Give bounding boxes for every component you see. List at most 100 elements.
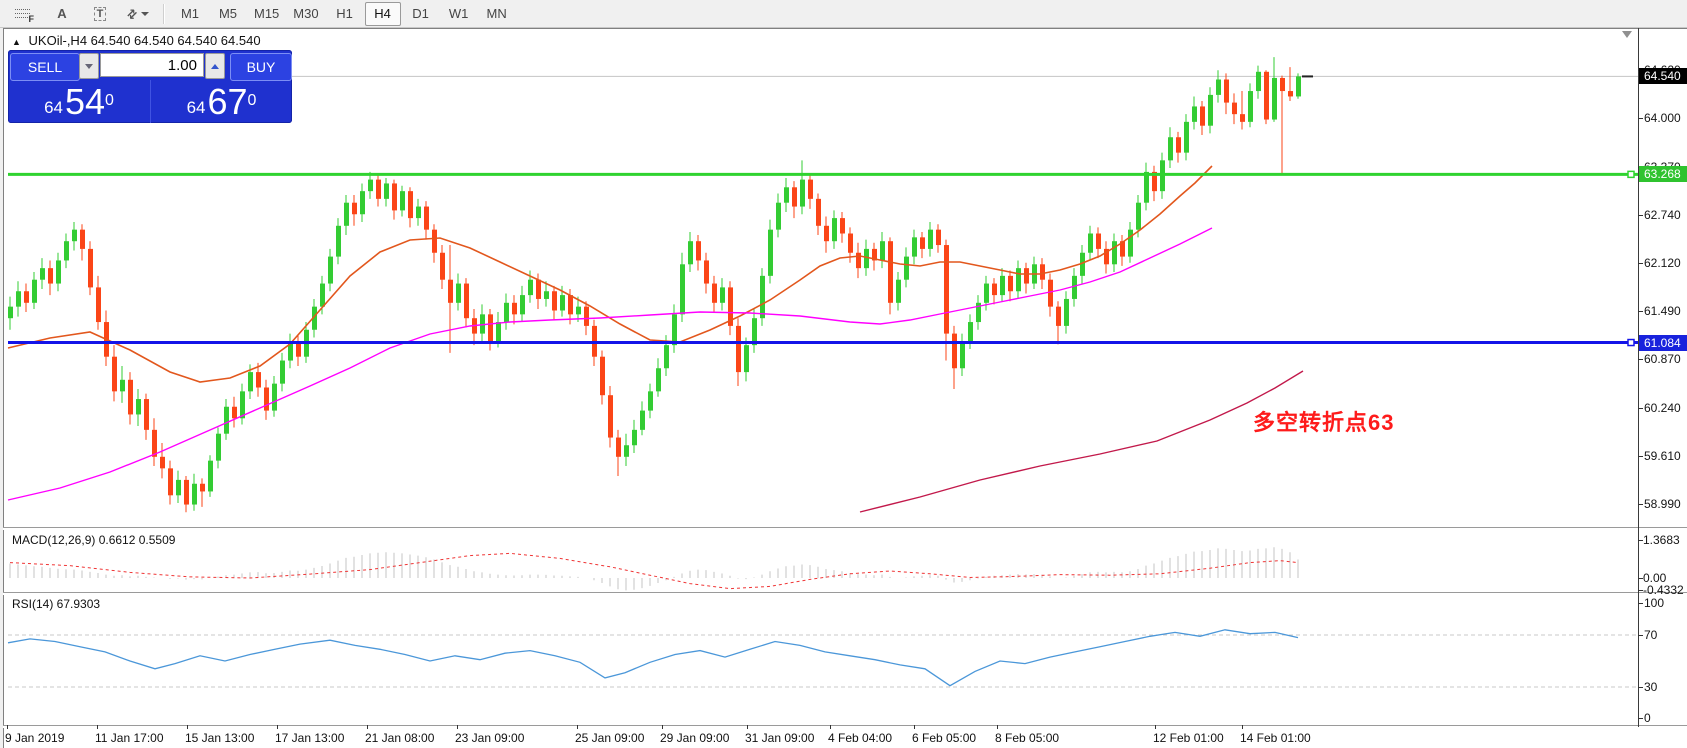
macd-tick-label: 0.00	[1643, 571, 1667, 585]
time-tick	[830, 725, 831, 729]
chart-title: ▲ UKOil-,H4 64.540 64.540 64.540 64.540	[12, 33, 261, 48]
price-tick	[1638, 359, 1643, 360]
arrow-down-icon	[85, 63, 93, 69]
label-tool-glyph: T	[93, 6, 107, 21]
text-tool-icon[interactable]: A	[44, 2, 80, 26]
toolbar-separator	[163, 3, 165, 24]
rsi-tick	[1638, 718, 1643, 719]
timeframe-button-M5[interactable]: M5	[218, 6, 238, 21]
volume-increase-button[interactable]	[205, 53, 225, 79]
volume-decrease-button[interactable]	[79, 53, 99, 79]
time-tick-label: 15 Jan 13:00	[185, 731, 255, 745]
time-tick	[577, 725, 578, 729]
buy-button[interactable]: BUY	[230, 53, 292, 81]
time-tick	[1242, 725, 1243, 729]
arrows-tool-icon[interactable]: ⇄	[120, 2, 156, 26]
timeframe-button-W1[interactable]: W1	[448, 6, 469, 21]
macd-tick-label: 1.3683	[1643, 532, 1680, 547]
price-tick-label: 62.740	[1644, 208, 1681, 223]
timeframe-button-M1[interactable]: M1	[180, 6, 200, 21]
price-tick-label: 59.610	[1644, 449, 1681, 464]
fibonacci-icon[interactable]: F	[6, 2, 42, 26]
time-tick-label: 23 Jan 09:00	[455, 731, 525, 745]
rsi-tick-label: 70	[1644, 628, 1658, 642]
rsi-tick	[1638, 603, 1643, 604]
sell-price-pips: 54	[64, 80, 106, 122]
chart-window[interactable]	[3, 28, 1687, 748]
chart-shift-triangle-icon[interactable]	[1622, 31, 1632, 38]
time-tick-label: 14 Feb 01:00	[1240, 731, 1311, 745]
price-tick	[1638, 456, 1643, 458]
annotation-text: 多空转折点63	[1253, 410, 1395, 435]
rsi-tick-label: 30	[1644, 680, 1658, 694]
rsi-tick	[1638, 687, 1643, 688]
time-tick	[914, 725, 915, 729]
chevron-down-icon[interactable]	[141, 11, 150, 16]
arrow-up-icon	[211, 63, 219, 69]
price-tick	[1638, 311, 1643, 313]
collapse-triangle-icon[interactable]: ▲	[12, 37, 21, 47]
fibonacci-letter: F	[28, 14, 35, 24]
time-tick-label: 21 Jan 08:00	[365, 731, 435, 745]
rsi-tick	[1638, 635, 1643, 636]
macd-tick	[1638, 590, 1643, 592]
time-tick	[277, 725, 278, 729]
time-tick	[457, 725, 458, 729]
volume-input[interactable]	[100, 53, 204, 77]
time-tick	[7, 725, 8, 729]
price-axis-border	[1638, 28, 1639, 727]
macd-tick	[1638, 539, 1643, 541]
time-tick-label: 12 Feb 01:00	[1153, 731, 1224, 745]
panel-separator	[3, 725, 1687, 728]
sell-price-display[interactable]: 64 54 0	[8, 80, 151, 123]
buy-price-fraction: 0	[247, 91, 257, 109]
price-tick-label: 60.870	[1644, 352, 1681, 366]
support-level-badge: 61.084	[1639, 334, 1687, 351]
timeframe-button-H4[interactable]: H4	[364, 1, 401, 26]
macd-tick-label: -0.4332	[1643, 583, 1684, 598]
time-tick	[747, 725, 748, 729]
price-tick-label: 64.000	[1644, 111, 1681, 125]
time-tick-label: 31 Jan 09:00	[745, 731, 815, 745]
label-tool-icon[interactable]: T	[82, 2, 118, 26]
timeframe-button-M15[interactable]: M15	[254, 6, 280, 21]
price-tick-label: 58.990	[1644, 496, 1681, 511]
price-tick-label: 60.240	[1644, 400, 1681, 415]
time-tick-label: 4 Feb 04:00	[828, 731, 893, 745]
resistance-level-badge: 63.268	[1639, 166, 1687, 183]
macd-label: MACD(12,26,9) 0.6612 0.5509	[12, 533, 176, 547]
panel-separator[interactable]	[3, 527, 1687, 530]
time-tick-label: 11 Jan 17:00	[95, 731, 164, 745]
rsi-tick-label: 0	[1644, 711, 1651, 725]
current-price-badge: 64.540	[1639, 68, 1687, 85]
sell-price-handle: 64	[44, 97, 63, 117]
price-tick	[1638, 118, 1643, 119]
buy-price-display[interactable]: 64 67 0	[151, 80, 292, 123]
time-tick-label: 29 Jan 09:00	[660, 731, 730, 745]
toolbar: F A T ⇄ M1 M5 M15 M30 H1 H4 D1 W1 MN	[0, 0, 1687, 28]
macd-tick	[1638, 578, 1643, 579]
time-tick	[97, 725, 98, 729]
timeframe-button-H1[interactable]: H1	[336, 6, 353, 21]
time-tick-label: 17 Jan 13:00	[275, 731, 345, 745]
fibonacci-lines-glyph: F	[15, 6, 35, 24]
rsi-tick-label: 100	[1644, 596, 1665, 610]
sell-price-fraction: 0	[105, 91, 114, 109]
price-tick-label: 62.120	[1644, 255, 1681, 270]
text-tool-glyph: A	[57, 6, 67, 21]
price-tick	[1638, 407, 1643, 409]
timeframe-button-MN[interactable]: MN	[486, 6, 507, 21]
price-tick-label: 61.490	[1644, 304, 1681, 319]
one-click-trade-panel: SELL BUY 64 54 0 64 67 0	[8, 50, 292, 123]
time-tick	[367, 725, 368, 729]
time-tick-label: 25 Jan 09:00	[575, 731, 645, 745]
sell-button[interactable]: SELL	[10, 53, 80, 81]
symbol-quote-text: UKOil-,H4 64.540 64.540 64.540 64.540	[28, 33, 261, 48]
panel-separator[interactable]	[3, 592, 1687, 595]
timeframe-button-D1[interactable]: D1	[412, 6, 429, 21]
timeframe-button-M30[interactable]: M30	[293, 6, 319, 21]
time-tick-label: 8 Feb 05:00	[995, 731, 1060, 745]
price-tick	[1638, 215, 1643, 217]
time-tick	[662, 725, 663, 729]
price-tick	[1638, 503, 1643, 505]
